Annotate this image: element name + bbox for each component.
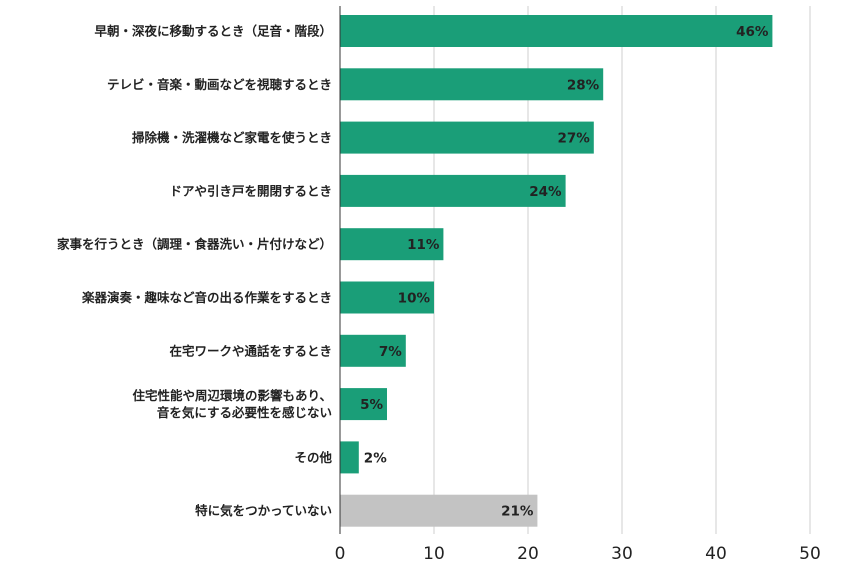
bars xyxy=(340,15,773,527)
bar xyxy=(340,388,387,421)
bar xyxy=(340,15,773,47)
category-label: 住宅性能や周辺環境の影響もあり、 xyxy=(132,388,332,403)
category-label: 早朝・深夜に移動するとき（足音・階段） xyxy=(94,24,332,39)
data-label: 2% xyxy=(364,450,387,466)
data-label: 28% xyxy=(567,77,600,93)
labels: 早朝・深夜に移動するとき（足音・階段） 46% テレビ・音楽・動画などを視聴するとき… xyxy=(57,24,769,520)
data-label: 11% xyxy=(407,237,440,253)
category-label: 音を気にする必要性を感じない xyxy=(157,405,332,420)
x-tick-label: 20 xyxy=(517,544,539,564)
bar xyxy=(340,174,566,207)
bar xyxy=(340,68,604,101)
data-label: 24% xyxy=(529,184,562,200)
x-tick-label: 10 xyxy=(423,544,445,564)
bar xyxy=(340,228,444,261)
category-label: 特に気をつかっていない xyxy=(195,503,332,518)
data-label: 46% xyxy=(736,24,769,40)
category-label: ドアや引き戸を開閉するとき xyxy=(169,183,332,198)
x-tick-label: 50 xyxy=(799,544,821,564)
bar xyxy=(340,281,434,314)
data-label: 5% xyxy=(360,397,383,413)
data-label: 10% xyxy=(398,291,431,307)
data-label: 21% xyxy=(501,504,534,520)
category-label: 掃除機・洗濯機など家電を使うとき xyxy=(132,130,332,145)
bar xyxy=(340,494,538,527)
x-tick-label: 30 xyxy=(611,544,633,564)
data-label: 27% xyxy=(557,131,590,147)
category-label: テレビ・音楽・動画などを視聴するとき xyxy=(107,77,332,92)
bar xyxy=(340,121,594,154)
bar xyxy=(340,334,406,367)
x-tick-label: 0 xyxy=(335,544,346,564)
bar xyxy=(340,441,359,474)
category-label: 楽器演奏・趣味など音の出る作業をするとき xyxy=(81,290,332,305)
axes: 0 10 20 30 40 50 xyxy=(335,6,821,564)
category-label: 家事を行うとき（調理・食器洗い・片付けなど） xyxy=(57,237,332,252)
category-label: その他 xyxy=(294,450,332,465)
x-tick-label: 40 xyxy=(705,544,727,564)
data-label: 7% xyxy=(379,344,402,360)
category-label: 在宅ワークや通話をするとき xyxy=(169,343,332,358)
